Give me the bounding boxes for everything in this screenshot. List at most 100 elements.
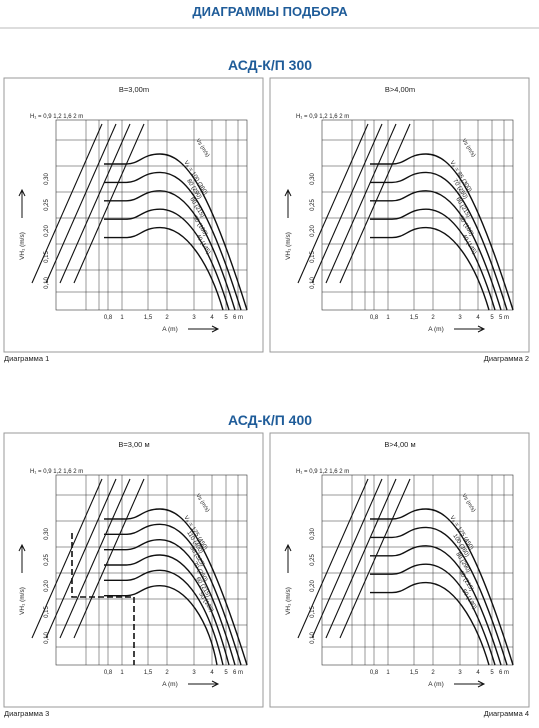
y-tick-label: 0,25 (310, 554, 316, 566)
diagram: B>4,00 мH₁ = 0,9 1,2 1,6 2 mV₀ = 125 (45… (269, 432, 530, 718)
diagram: B=3,00 мH₁ = 0,9 1,2 1,6 2 mV₀ = 125 (45… (3, 432, 264, 718)
x-tick-label: 0,8 (104, 670, 113, 676)
x-tick-label: 0,8 (370, 670, 379, 676)
y-tick-label: 0,10 (44, 277, 50, 289)
diagram-caption: Диаграмма 2 (484, 354, 529, 363)
y-axis-arrow (18, 188, 26, 218)
y-tick-label: 0,15 (310, 251, 316, 263)
x-axis-arrow (454, 325, 486, 333)
page-title: ДИАГРАММЫ ПОДБОРА (192, 4, 348, 19)
diagonal-line (325, 123, 397, 284)
y-tick-label: 0,15 (44, 606, 50, 618)
diagram-frame (269, 432, 530, 708)
diagonal-line (311, 478, 383, 639)
selection-curve (370, 563, 496, 666)
diagonal-line (59, 123, 131, 284)
x-axis-label: A (m) (162, 681, 178, 688)
y-tick-label: 0,10 (310, 277, 316, 289)
y-tick-label: 0,20 (310, 225, 316, 237)
selection-curve (370, 171, 508, 311)
selection-curve (370, 545, 502, 666)
x-tick-label: 5 (224, 670, 228, 676)
y-tick-label: 0,15 (310, 606, 316, 618)
diagram-condition: B>4,00m (385, 85, 415, 94)
x-tick-label: 3 (458, 315, 462, 321)
x-tick-label: 1,5 (144, 315, 153, 321)
diagonal-line (311, 123, 383, 284)
diagram-frame (3, 77, 264, 353)
section-title: АСД-К/П 300 (228, 57, 312, 73)
diagram-caption: Диаграмма 4 (484, 709, 529, 718)
y-tick-label: 0,30 (44, 173, 50, 185)
x-tick-label: 6 m (499, 670, 509, 676)
diagonal-line (31, 478, 103, 639)
y-tick-label: 0,10 (44, 632, 50, 644)
y-axis-arrow (284, 188, 292, 218)
y-tick-label: 0,25 (44, 554, 50, 566)
y-tick-label: 0,20 (44, 225, 50, 237)
selection-curve (370, 153, 514, 311)
y-tick-label: 0,15 (44, 251, 50, 263)
selection-curve (370, 581, 490, 666)
x-tick-label: 4 (210, 670, 214, 676)
h-label: H₁ = 0,9 1,2 1,6 2 m (296, 469, 349, 475)
selection-curve (104, 569, 224, 666)
x-tick-label: 2 (165, 670, 169, 676)
selection-curve (104, 171, 242, 311)
selection-curve (370, 526, 508, 666)
x-axis-label: A (m) (428, 326, 444, 333)
diagonal-line (297, 123, 369, 284)
y-axis-label: VH₁ (m/s) (285, 232, 292, 260)
selection-curve (104, 584, 218, 666)
selection-curve (104, 538, 236, 666)
y-tick-label: 0,20 (44, 580, 50, 592)
x-axis-arrow (188, 680, 220, 688)
example-path (71, 533, 135, 665)
y-tick-label: 0,10 (310, 632, 316, 644)
x-tick-label: 3 (458, 670, 462, 676)
x-tick-label: 5 (490, 670, 494, 676)
h-label: H₁ = 0,9 1,2 1,6 2 m (30, 114, 83, 120)
diagonal-line (325, 478, 397, 639)
x-tick-label: 1,5 (410, 670, 419, 676)
diagonal-line (31, 123, 103, 284)
plot-frame (321, 119, 514, 311)
selection-curve (370, 208, 496, 311)
x-tick-label: 4 (210, 315, 214, 321)
selection-curve (104, 208, 230, 311)
x-tick-label: 1 (386, 315, 390, 321)
x-tick-label: 0,8 (104, 315, 113, 321)
diagram-condition: B=3,00m (119, 85, 149, 94)
diagonal-line (73, 123, 145, 284)
x-tick-label: 3 (192, 315, 196, 321)
x-tick-label: 4 (476, 315, 480, 321)
y-axis-label: VH₁ (m/s) (19, 587, 26, 615)
diagram-caption: Диаграмма 1 (4, 354, 49, 363)
y-tick-label: 0,25 (310, 199, 316, 211)
x-tick-label: 4 (476, 670, 480, 676)
diagram-condition: B=3,00 м (118, 440, 149, 449)
x-tick-label: 1 (120, 315, 124, 321)
selection-curve (370, 226, 490, 311)
x-tick-label: 2 (165, 315, 169, 321)
h-label: H₁ = 0,9 1,2 1,6 2 m (30, 469, 83, 475)
selection-curve (104, 554, 230, 666)
plot-frame (55, 119, 248, 311)
x-tick-label: 1,5 (410, 315, 419, 321)
x-tick-label: 1 (120, 670, 124, 676)
plot-frame (321, 474, 514, 666)
x-axis-arrow (454, 680, 486, 688)
selection-curve (104, 523, 242, 666)
x-tick-label: 5 (490, 315, 494, 321)
y-axis-label: VH₁ (m/s) (285, 587, 292, 615)
x-tick-label: 6 m (233, 670, 243, 676)
x-axis-label: A (m) (428, 681, 444, 688)
diagram-frame (269, 77, 530, 353)
diagonal-line (339, 123, 411, 284)
section-title: АСД-К/П 400 (228, 412, 312, 428)
selection-curve (104, 153, 248, 311)
